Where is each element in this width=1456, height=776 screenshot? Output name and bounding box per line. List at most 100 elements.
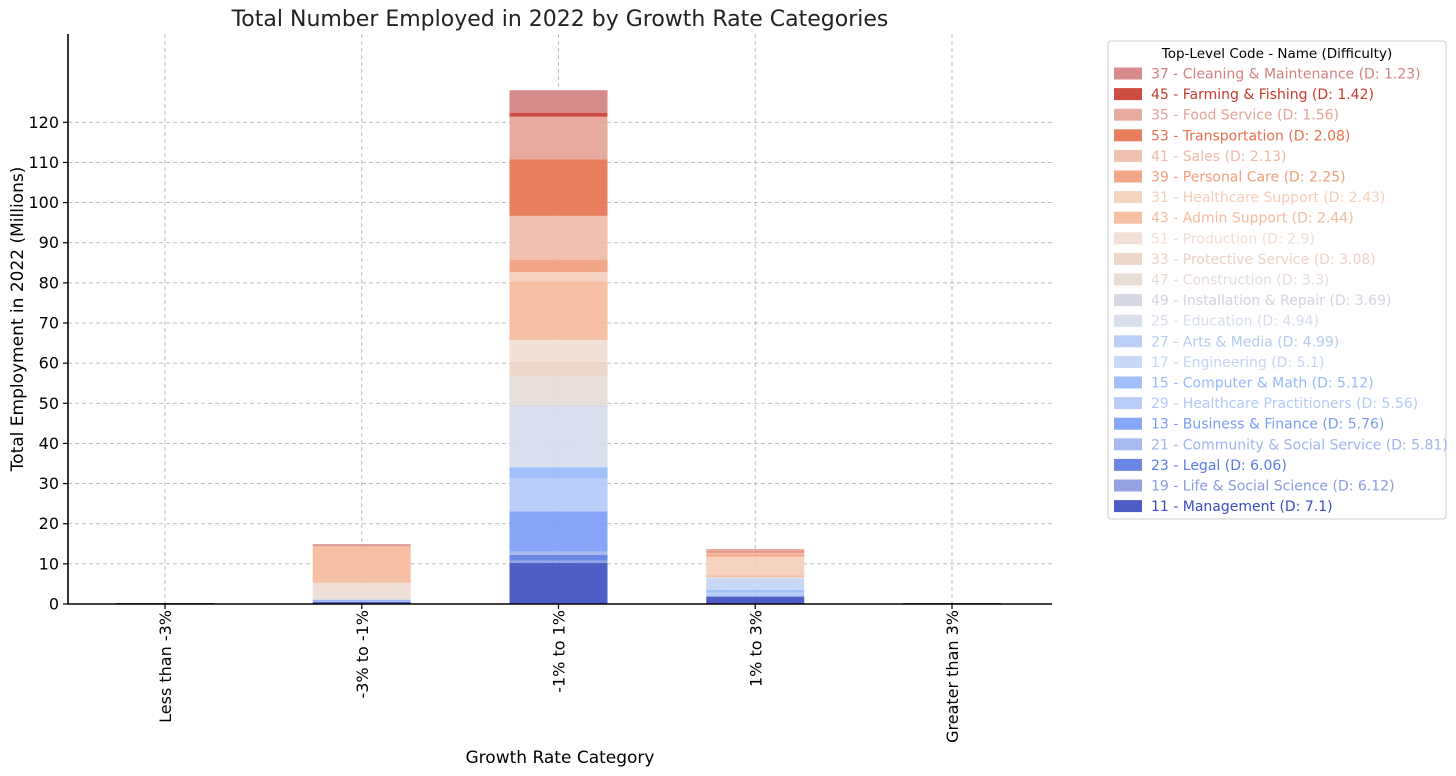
legend-swatch: [1114, 108, 1142, 121]
y-axis-title: Total Employment in 2022 (Millions): [8, 167, 28, 473]
x-axis-title: Growth Rate Category: [466, 748, 655, 768]
y-tick-label: 110: [28, 153, 59, 172]
bar-segment: [509, 376, 608, 405]
axes: [67, 34, 1052, 605]
legend-swatch: [1114, 417, 1142, 430]
legend-frame: [1107, 40, 1447, 520]
legend-swatch: [1114, 294, 1142, 307]
y-tick-label: 0: [49, 595, 59, 614]
bars: [116, 90, 1001, 604]
y-tick-label: 60: [39, 354, 59, 373]
bar-segment: [312, 598, 411, 600]
legend-swatch: [1114, 88, 1142, 101]
legend-entry: 35 - Food Service (D: 1.56): [1151, 108, 1339, 124]
legend-entry: 33 - Protective Service (D: 3.08): [1151, 252, 1376, 268]
bar-segment: [509, 339, 608, 362]
legend-swatch: [1114, 67, 1142, 80]
bar-segment: [509, 560, 608, 564]
bar-segment: [706, 551, 805, 553]
bar-segment: [312, 601, 411, 604]
bar-segment: [509, 90, 608, 113]
bar-segment: [706, 556, 805, 576]
bar-segment: [706, 554, 805, 557]
bar-segment: [509, 159, 608, 216]
legend-swatch: [1114, 191, 1142, 204]
bar-segment: [312, 582, 411, 598]
y-tick-label: 100: [28, 193, 59, 212]
bar-segment: [312, 546, 411, 583]
legend-entry: 45 - Farming & Fishing (D: 1.42): [1151, 87, 1374, 103]
legend-swatch: [1114, 500, 1142, 513]
bar-segment: [706, 575, 805, 578]
legend-swatch: [1114, 252, 1142, 265]
bar-segment: [509, 478, 608, 512]
bar-segment: [509, 112, 608, 117]
legend-entry: 47 - Construction (D: 3.3): [1151, 273, 1330, 289]
x-tick-label: -1% to 1%: [550, 610, 569, 693]
bar-segment: [706, 589, 805, 593]
y-tick-label: 80: [39, 273, 59, 292]
legend-swatch: [1114, 129, 1142, 142]
legend-entry: 13 - Business & Finance (D: 5.76): [1151, 417, 1384, 433]
bar-segment: [509, 404, 608, 407]
legend-entry: 15 - Computer & Math (D: 5.12): [1151, 376, 1374, 392]
legend-title: Top-Level Code - Name (Difficulty): [1161, 46, 1392, 62]
legend-entry: 43 - Admin Support (D: 2.44): [1151, 211, 1354, 227]
bar-segment: [509, 406, 608, 467]
bar-segment: [509, 215, 608, 260]
y-tick-label: 90: [39, 233, 59, 252]
legend-swatch: [1114, 376, 1142, 389]
legend-swatch: [1114, 335, 1142, 348]
bar-segment: [509, 116, 608, 160]
legend-entry: 17 - Engineering (D: 5.1): [1151, 355, 1324, 371]
bar-segment: [509, 272, 608, 282]
legend-entry: 39 - Personal Care (D: 2.25): [1151, 170, 1346, 186]
legend-swatch: [1114, 149, 1142, 162]
bar-segment: [509, 511, 608, 552]
x-tick-label: 1% to 3%: [746, 610, 765, 687]
bar-segment: [706, 578, 805, 590]
legend-swatch: [1114, 232, 1142, 245]
bar-segment: [509, 467, 608, 479]
bar-segment: [509, 259, 608, 273]
bar-segment: [509, 466, 608, 468]
legend-entry: 53 - Transportation (D: 2.08): [1151, 128, 1350, 144]
legend: Top-Level Code - Name (Difficulty) 37 - …: [1107, 40, 1448, 520]
y-tick-label: 10: [39, 554, 59, 573]
y-tick-label: 20: [39, 514, 59, 533]
bar-segment: [706, 577, 805, 579]
legend-entry: 19 - Life & Social Science (D: 6.12): [1151, 479, 1395, 495]
legend-entry: 11 - Management (D: 7.1): [1151, 499, 1333, 515]
legend-swatch: [1114, 314, 1142, 327]
y-tick-label: 120: [28, 113, 59, 132]
bar-segment: [312, 599, 411, 601]
bar-segment: [312, 600, 411, 602]
x-tick-label: Greater than 3%: [943, 610, 962, 743]
bar-segment: [706, 549, 805, 552]
legend-swatch: [1114, 479, 1142, 492]
legend-swatch: [1114, 355, 1142, 368]
x-tick-label: Less than -3%: [156, 610, 175, 723]
bar-segment: [509, 563, 608, 604]
legend-swatch: [1114, 458, 1142, 471]
bar-segment: [312, 545, 411, 547]
y-tick-label: 40: [39, 434, 59, 453]
legend-entry: 37 - Cleaning & Maintenance (D: 1.23): [1151, 67, 1421, 83]
legend-entry: 49 - Installation & Repair (D: 3.69): [1151, 293, 1391, 309]
bar-segment: [509, 281, 608, 340]
legend-entry: 41 - Sales (D: 2.13): [1151, 149, 1287, 165]
bar-segment: [706, 595, 805, 597]
bar-segment: [509, 361, 608, 376]
legend-swatch: [1114, 273, 1142, 286]
bar-segment: [706, 596, 805, 604]
bar-segment: [706, 595, 805, 596]
legend-swatch: [1114, 211, 1142, 224]
bar-segment: [312, 597, 411, 599]
bar-segment: [706, 552, 805, 555]
legend-entry: 23 - Legal (D: 6.06): [1151, 458, 1287, 474]
ticks: 0 10 20 30 40 50 60 70 80 90 100 110 120 Less than -3…: [28, 113, 962, 743]
legend-entry: 27 - Arts & Media (D: 4.99): [1151, 334, 1339, 350]
legend-entry: 25 - Education (D: 4.94): [1151, 314, 1319, 330]
bar-segment: [509, 551, 608, 556]
